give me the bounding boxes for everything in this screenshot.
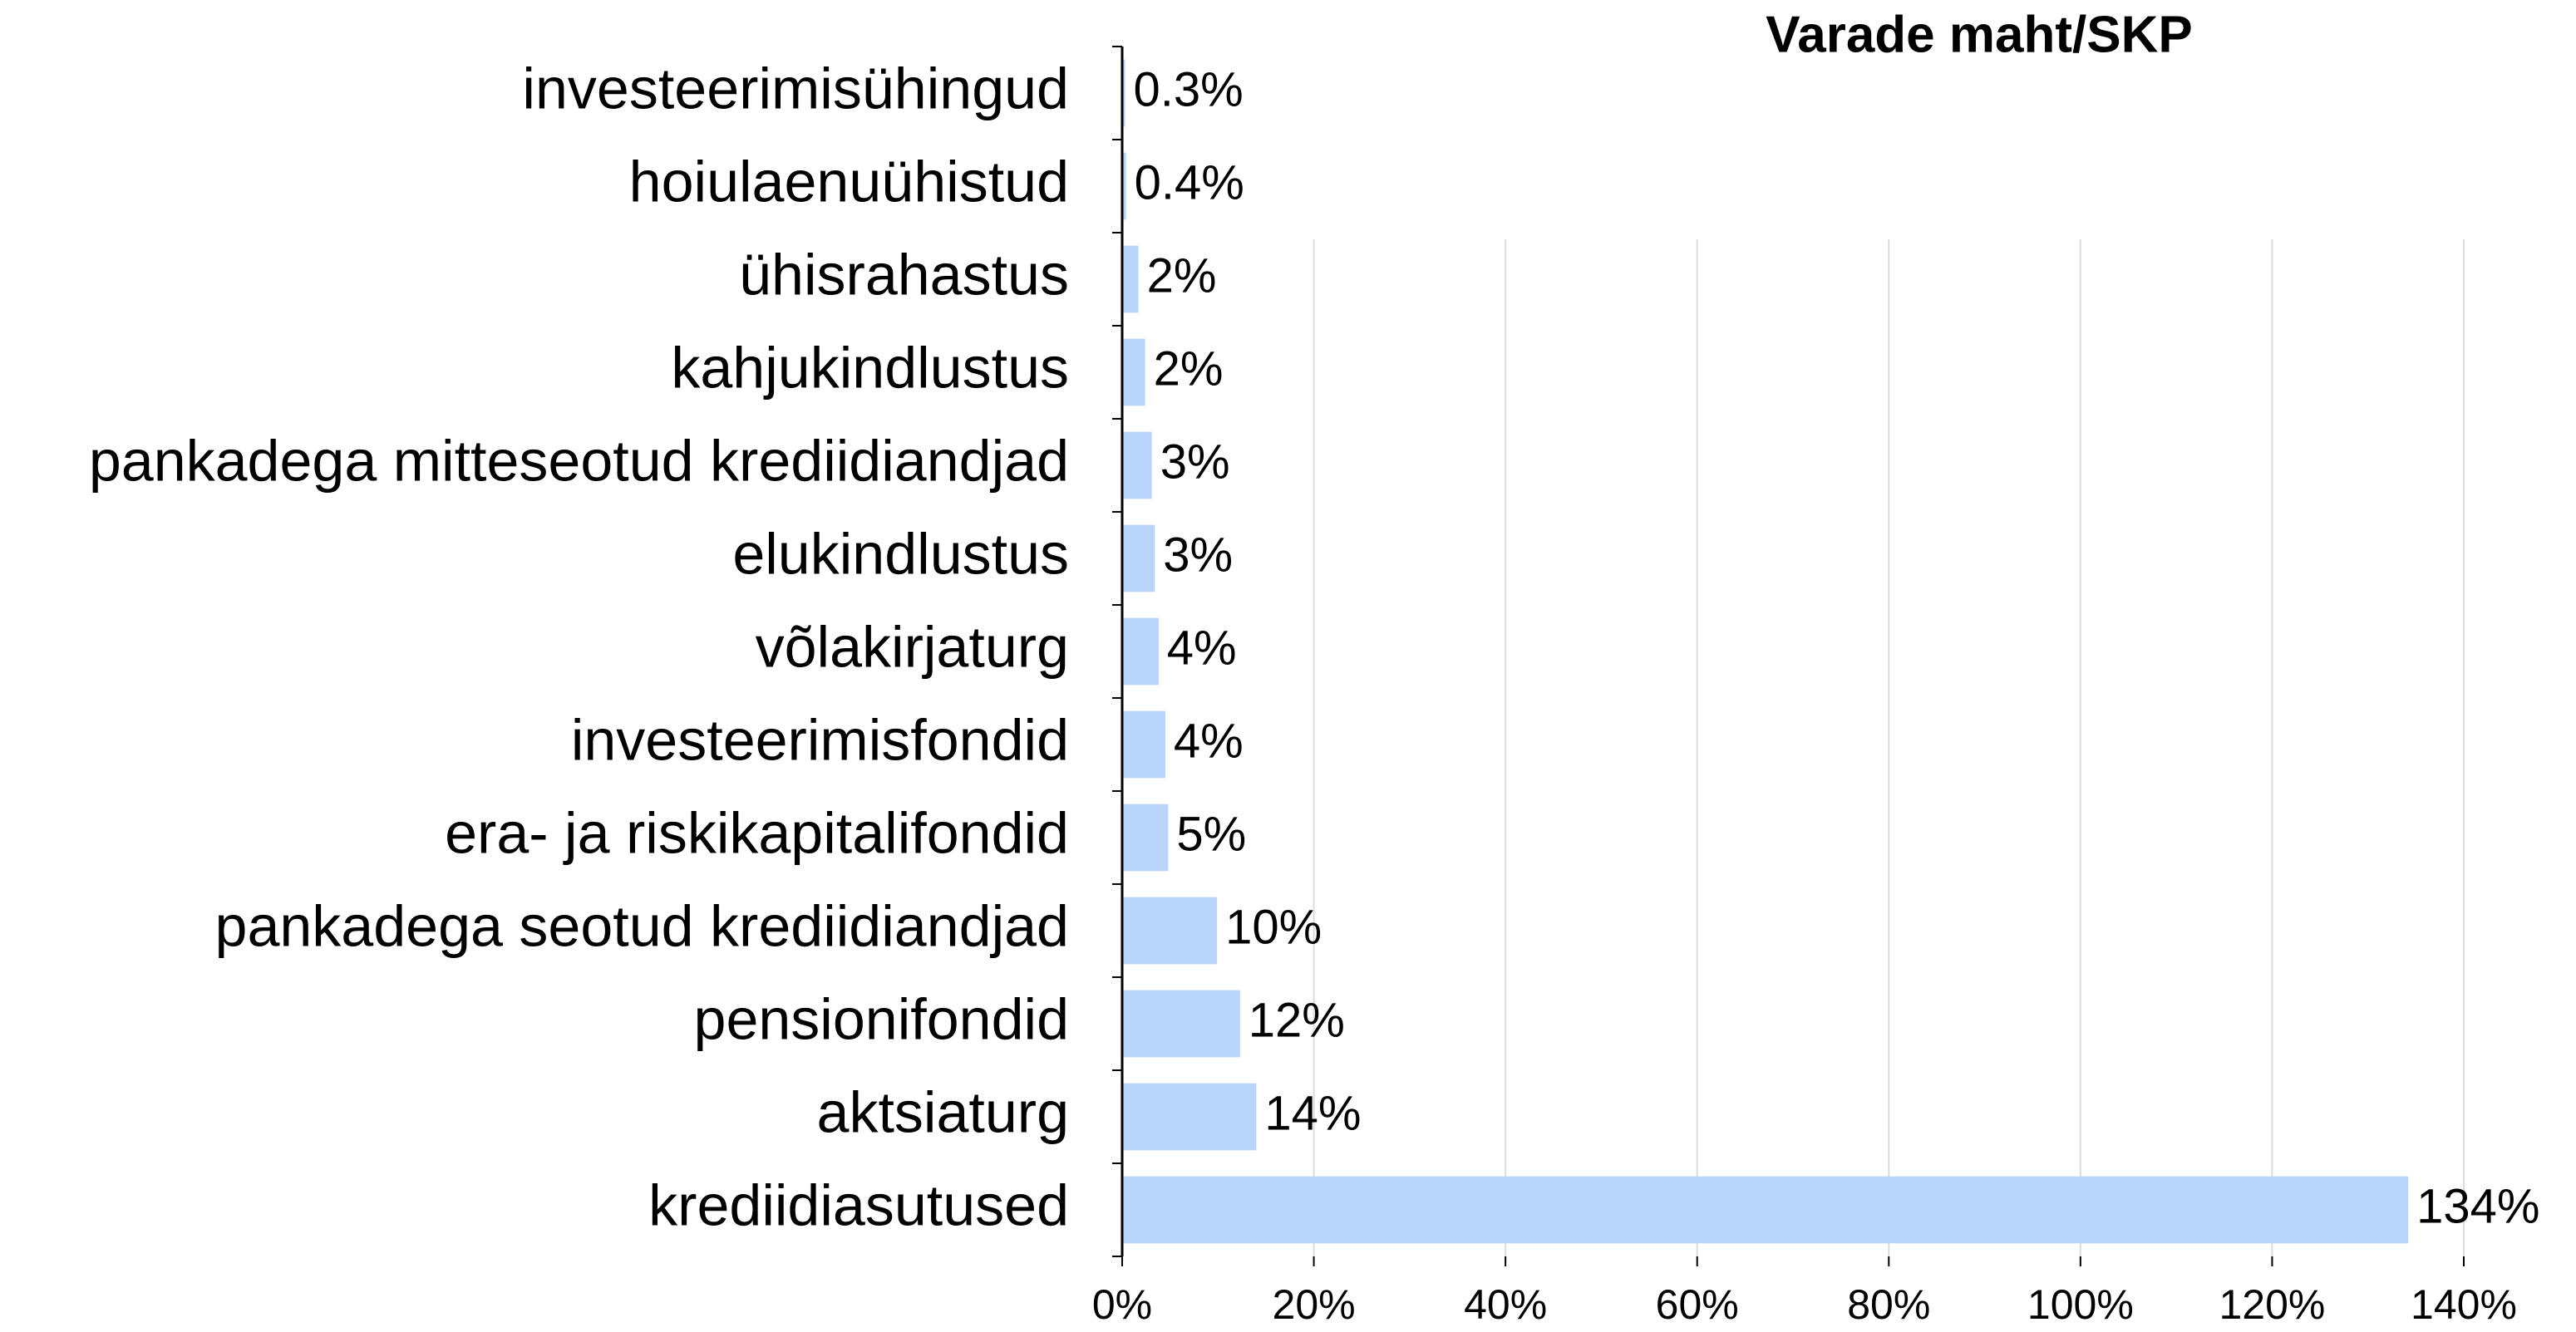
value-label: 14% [1264,1086,1361,1140]
y-tick-label: kahjukindlustus [671,335,1069,400]
x-tick-label: 0% [1092,1281,1152,1328]
y-tick-label: investeerimisfondid [571,707,1069,772]
y-tick-label: pankadega seotud krediidiandjad [215,893,1069,958]
bar [1122,1176,2409,1244]
x-tick-label: 120% [2219,1281,2325,1328]
bar [1122,804,1169,872]
value-label: 0.4% [1135,155,1244,209]
value-label: 4% [1174,714,1244,768]
value-label: 4% [1167,621,1237,675]
y-tick-label: pankadega mitteseotud krediidiandjad [89,428,1069,493]
value-label: 0.3% [1133,62,1243,116]
x-tick-label: 80% [1847,1281,1930,1328]
y-tick-label: krediidiasutused [648,1172,1069,1237]
x-tick-label: 100% [2027,1281,2134,1328]
y-tick-label: elukindlustus [732,521,1069,586]
y-tick-label: ühisrahastus [739,242,1069,307]
y-tick-label: võlakirjaturg [756,614,1069,679]
value-label: 12% [1249,993,1345,1047]
y-tick-label: investeerimisühingud [522,56,1069,120]
value-label: 2% [1147,248,1217,302]
chart-title: Varade maht/SKP [1766,6,2192,63]
y-tick-label: pensionifondid [694,986,1069,1051]
value-label: 10% [1225,900,1322,954]
value-label: 5% [1176,807,1246,861]
y-tick-label: era- ja riskikapitalifondid [445,800,1069,865]
value-label: 2% [1154,342,1224,396]
bar [1122,338,1145,406]
bar [1122,59,1125,127]
bar [1122,710,1165,779]
y-tick-label: aktsiaturg [817,1079,1069,1144]
bar [1122,1083,1257,1151]
bar [1122,990,1240,1058]
x-tick-label: 140% [2411,1281,2517,1328]
bar [1122,617,1159,686]
value-label: 134% [2416,1179,2539,1233]
value-label: 3% [1163,528,1233,582]
x-tick-label: 40% [1464,1281,1547,1328]
y-tick-label: hoiulaenuühistud [629,149,1069,214]
x-tick-label: 20% [1273,1281,1356,1328]
value-label: 3% [1160,435,1230,489]
bar [1122,245,1139,313]
x-tick-label: 60% [1656,1281,1739,1328]
bar [1122,897,1218,965]
bar [1122,431,1152,499]
bar [1122,152,1126,220]
bar [1122,524,1155,592]
